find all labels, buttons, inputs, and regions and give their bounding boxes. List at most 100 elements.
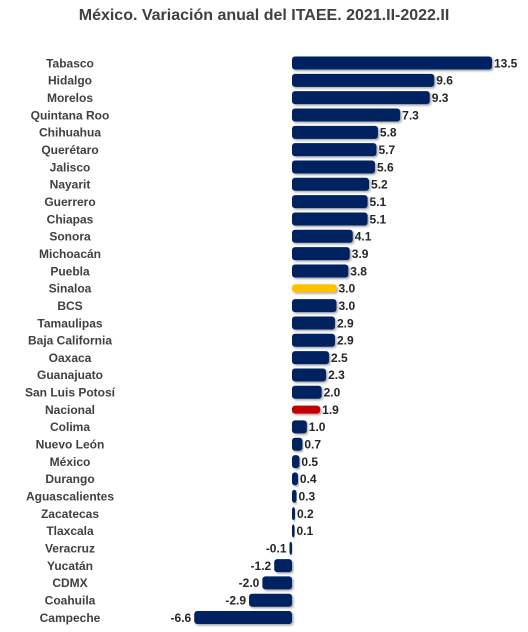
category-label-tlaxcala: Tlaxcala bbox=[46, 524, 94, 538]
value-label-tamaulipas: 2.9 bbox=[337, 316, 354, 330]
bar-yucatan bbox=[274, 559, 292, 573]
bar-jalisco bbox=[292, 160, 375, 174]
bar-hidalgo bbox=[292, 73, 435, 87]
bar-tlaxcala bbox=[292, 524, 295, 538]
category-label-tamaulipas: Tamaulipas bbox=[37, 316, 102, 330]
value-label-durango: 0.4 bbox=[300, 472, 317, 486]
value-label-campeche: -6.6 bbox=[171, 611, 192, 625]
value-label-tlaxcala: 0.1 bbox=[297, 524, 314, 538]
category-label-oaxaca: Oaxaca bbox=[49, 351, 92, 365]
category-label-hidalgo: Hidalgo bbox=[48, 74, 92, 88]
bar-coahuila bbox=[249, 593, 292, 607]
category-label-campeche: Campeche bbox=[40, 611, 101, 625]
category-label-sonora: Sonora bbox=[49, 230, 91, 244]
bar-chiapas bbox=[292, 212, 368, 226]
bar-nuevo-leon bbox=[292, 437, 303, 451]
value-label-bcs: 3.0 bbox=[338, 299, 355, 313]
chart-title: México. Variación anual del ITAEE. 2021.… bbox=[78, 7, 450, 24]
category-label-chihuahua: Chihuahua bbox=[39, 126, 101, 140]
bar-tamaulipas bbox=[292, 316, 335, 330]
bar-chihuahua bbox=[292, 125, 378, 139]
category-label-quintana-roo: Quintana Roo bbox=[31, 108, 110, 122]
value-label-san-luis-potosi: 2.0 bbox=[324, 386, 341, 400]
category-label-veracruz: Veracruz bbox=[45, 542, 95, 556]
value-label-queretaro: 5.7 bbox=[378, 143, 395, 157]
value-label-colima: 1.0 bbox=[309, 420, 326, 434]
category-label-michoacan: Michoacán bbox=[39, 247, 101, 261]
category-label-jalisco: Jalisco bbox=[50, 160, 91, 174]
bar-tabasco bbox=[292, 56, 492, 70]
category-label-puebla: Puebla bbox=[50, 264, 90, 278]
value-label-guanajuato: 2.3 bbox=[328, 368, 345, 382]
category-label-morelos: Morelos bbox=[47, 91, 93, 105]
category-label-tabasco: Tabasco bbox=[46, 56, 94, 70]
value-label-hidalgo: 9.6 bbox=[436, 74, 453, 88]
value-label-cdmx: -2.0 bbox=[239, 576, 260, 590]
bar-michoacan bbox=[292, 247, 350, 261]
value-label-mexico: 0.5 bbox=[301, 455, 318, 469]
value-label-quintana-roo: 7.3 bbox=[402, 108, 419, 122]
category-label-nayarit: Nayarit bbox=[50, 178, 91, 192]
value-label-morelos: 9.3 bbox=[432, 91, 449, 105]
bar-sinaloa bbox=[292, 284, 337, 293]
value-label-zacatecas: 0.2 bbox=[297, 507, 314, 521]
category-label-cdmx: CDMX bbox=[52, 576, 87, 590]
bar-aguascalientes bbox=[292, 489, 297, 503]
category-label-san-luis-potosi: San Luis Potosí bbox=[25, 386, 116, 400]
category-label-bcs: BCS bbox=[57, 299, 82, 313]
bar-san-luis-potosi bbox=[292, 385, 322, 399]
bar-veracruz bbox=[289, 541, 292, 555]
value-label-jalisco: 5.6 bbox=[377, 160, 394, 174]
category-label-nuevo-leon: Nuevo León bbox=[36, 438, 105, 452]
bar-oaxaca bbox=[292, 351, 330, 365]
value-label-veracruz: -0.1 bbox=[266, 542, 287, 556]
category-label-chiapas: Chiapas bbox=[47, 212, 94, 226]
bar-nayarit bbox=[292, 177, 370, 191]
category-label-colima: Colima bbox=[50, 420, 90, 434]
value-label-tabasco: 13.5 bbox=[494, 56, 518, 70]
value-label-chiapas: 5.1 bbox=[370, 212, 387, 226]
bar-guanajuato bbox=[292, 368, 327, 382]
bar-colima bbox=[292, 420, 307, 434]
value-label-nayarit: 5.2 bbox=[371, 178, 388, 192]
value-labels: 13.5 9.6 9.3 7.3 5.8 5.7 5.6 5.2 5.1 5.1 4.1 3.9 3.8… bbox=[171, 56, 518, 625]
value-label-guerrero: 5.1 bbox=[370, 195, 387, 209]
category-label-queretaro: Querétaro bbox=[41, 143, 98, 157]
category-label-aguascalientes: Aguascalientes bbox=[26, 490, 114, 504]
value-label-coahuila: -2.9 bbox=[225, 594, 246, 608]
category-label-zacatecas: Zacatecas bbox=[41, 507, 99, 521]
value-label-sinaloa: 3.0 bbox=[338, 282, 355, 296]
bar-guerrero bbox=[292, 195, 368, 209]
bar-mexico bbox=[292, 455, 300, 469]
bar-puebla bbox=[292, 264, 349, 278]
bar-zacatecas bbox=[292, 507, 295, 521]
value-label-puebla: 3.8 bbox=[350, 264, 367, 278]
bar-sonora bbox=[292, 229, 353, 243]
value-label-chihuahua: 5.8 bbox=[380, 126, 397, 140]
bar-bcs bbox=[292, 299, 337, 313]
bar-cdmx bbox=[262, 576, 292, 590]
category-label-guerrero: Guerrero bbox=[44, 195, 95, 209]
value-label-aguascalientes: 0.3 bbox=[298, 490, 315, 504]
category-label-nacional: Nacional bbox=[45, 403, 95, 417]
value-label-nacional: 1.9 bbox=[322, 403, 339, 417]
value-label-nuevo-leon: 0.7 bbox=[304, 438, 321, 452]
category-label-guanajuato: Guanajuato bbox=[37, 368, 103, 382]
bar-campeche bbox=[194, 611, 292, 625]
bar-quintana-roo bbox=[292, 108, 401, 122]
value-label-baja-california: 2.9 bbox=[337, 334, 354, 348]
bar-nacional bbox=[292, 405, 321, 414]
bar-queretaro bbox=[292, 143, 377, 157]
value-label-oaxaca: 2.5 bbox=[331, 351, 348, 365]
bars-group bbox=[194, 56, 492, 625]
category-label-sinaloa: Sinaloa bbox=[49, 282, 92, 296]
value-label-michoacan: 3.9 bbox=[352, 247, 369, 261]
category-label-coahuila: Coahuila bbox=[45, 594, 96, 608]
category-label-durango: Durango bbox=[45, 472, 94, 486]
category-label-baja-california: Baja California bbox=[28, 334, 112, 348]
category-label-mexico: México bbox=[50, 455, 91, 469]
bar-durango bbox=[292, 472, 298, 486]
value-label-yucatan: -1.2 bbox=[251, 559, 272, 573]
category-label-yucatan: Yucatán bbox=[47, 559, 93, 573]
